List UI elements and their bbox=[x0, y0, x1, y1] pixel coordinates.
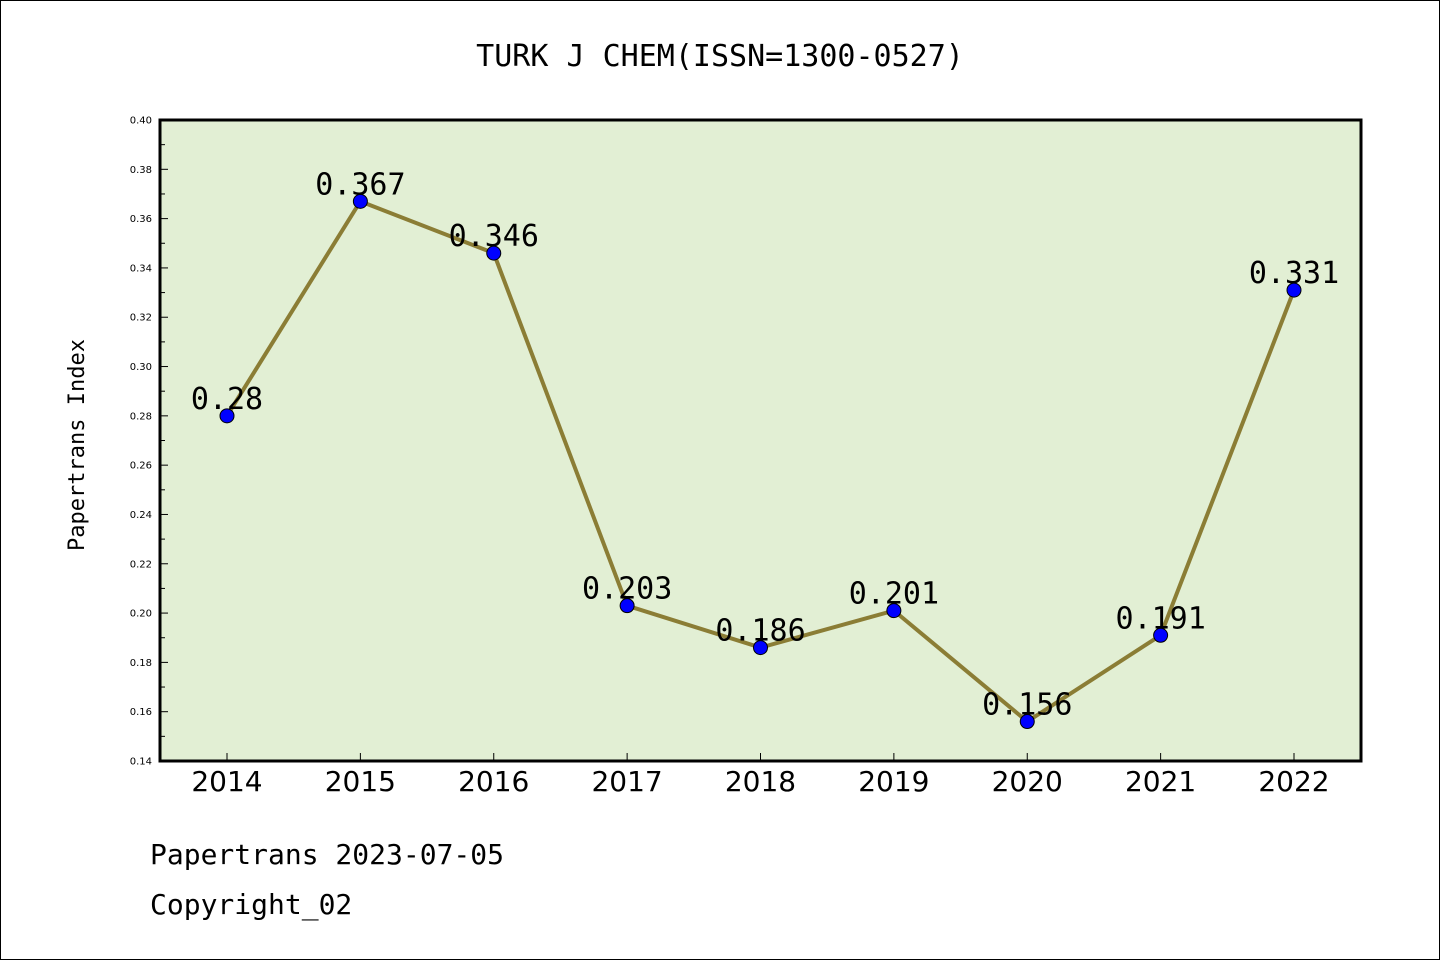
chart-title: TURK J CHEM(ISSN=1300-0527) bbox=[476, 39, 964, 74]
y-tick-label: 0.32 bbox=[130, 313, 152, 324]
y-tick-label: 0.30 bbox=[130, 362, 152, 373]
data-label: 0.28 bbox=[191, 382, 263, 417]
x-tick-label: 2022 bbox=[1258, 765, 1329, 798]
data-point bbox=[619, 598, 635, 614]
y-tick-label: 0.28 bbox=[130, 411, 152, 422]
data-label: 0.203 bbox=[582, 572, 672, 607]
x-tick-label: 2018 bbox=[725, 765, 796, 798]
x-tick-label: 2016 bbox=[458, 765, 529, 798]
x-tick-label: 2017 bbox=[591, 765, 662, 798]
markers-group bbox=[219, 193, 1302, 730]
data-point bbox=[753, 640, 768, 656]
x-tick-label: 2021 bbox=[1125, 765, 1196, 798]
y-tick-label: 0.38 bbox=[130, 165, 152, 176]
data-label: 0.201 bbox=[849, 577, 939, 612]
data-label: 0.346 bbox=[449, 219, 539, 254]
y-axis-label: Papertrans Index bbox=[65, 339, 90, 551]
x-tick-label: 2014 bbox=[191, 765, 262, 798]
y-tick-label: 0.18 bbox=[130, 658, 152, 669]
y-tick-label: 0.16 bbox=[130, 707, 152, 718]
y-tick-label: 0.36 bbox=[130, 214, 152, 225]
y-tick-label: 0.40 bbox=[130, 116, 152, 127]
x-tick-label: 2015 bbox=[325, 765, 396, 798]
data-label: 0.186 bbox=[715, 614, 805, 649]
footer-copyright: Copyright_02 bbox=[150, 888, 352, 922]
y-tick-label: 0.26 bbox=[130, 461, 152, 472]
plot-border bbox=[158, 118, 1363, 763]
data-point bbox=[886, 603, 902, 619]
y-tick-label: 0.24 bbox=[130, 510, 152, 521]
data-label: 0.331 bbox=[1249, 256, 1339, 291]
footer-date: Papertrans 2023-07-05 bbox=[150, 838, 504, 871]
data-point bbox=[1286, 282, 1302, 298]
x-axis: 2014 2015 2016 2017 2018 2019 2020 2021 2022 bbox=[191, 753, 1330, 798]
data-point bbox=[486, 245, 502, 261]
data-label: 0.367 bbox=[315, 167, 405, 202]
data-point bbox=[1153, 627, 1169, 643]
plot-area bbox=[160, 120, 1361, 761]
data-point bbox=[1019, 714, 1035, 730]
y-tick-label: 0.22 bbox=[130, 559, 152, 570]
x-tick-label: 2020 bbox=[992, 765, 1063, 798]
data-point bbox=[352, 193, 368, 209]
y-axis: 0.14 0.16 0.18 0.20 0.22 0.24 0.26 0.28 0.30 0.32… bbox=[130, 116, 168, 768]
data-label: 0.156 bbox=[982, 688, 1072, 723]
data-label: 0.191 bbox=[1115, 601, 1205, 636]
y-tick-label: 0.14 bbox=[130, 757, 152, 768]
x-tick-label: 2019 bbox=[858, 765, 929, 798]
y-tick-label: 0.20 bbox=[130, 609, 152, 620]
data-labels-group: 0.28 0.367 0.346 0.203 0.186 0.201 0.156 0.191 0… bbox=[191, 167, 1339, 722]
data-point bbox=[219, 408, 235, 424]
y-tick-label: 0.34 bbox=[130, 263, 152, 274]
